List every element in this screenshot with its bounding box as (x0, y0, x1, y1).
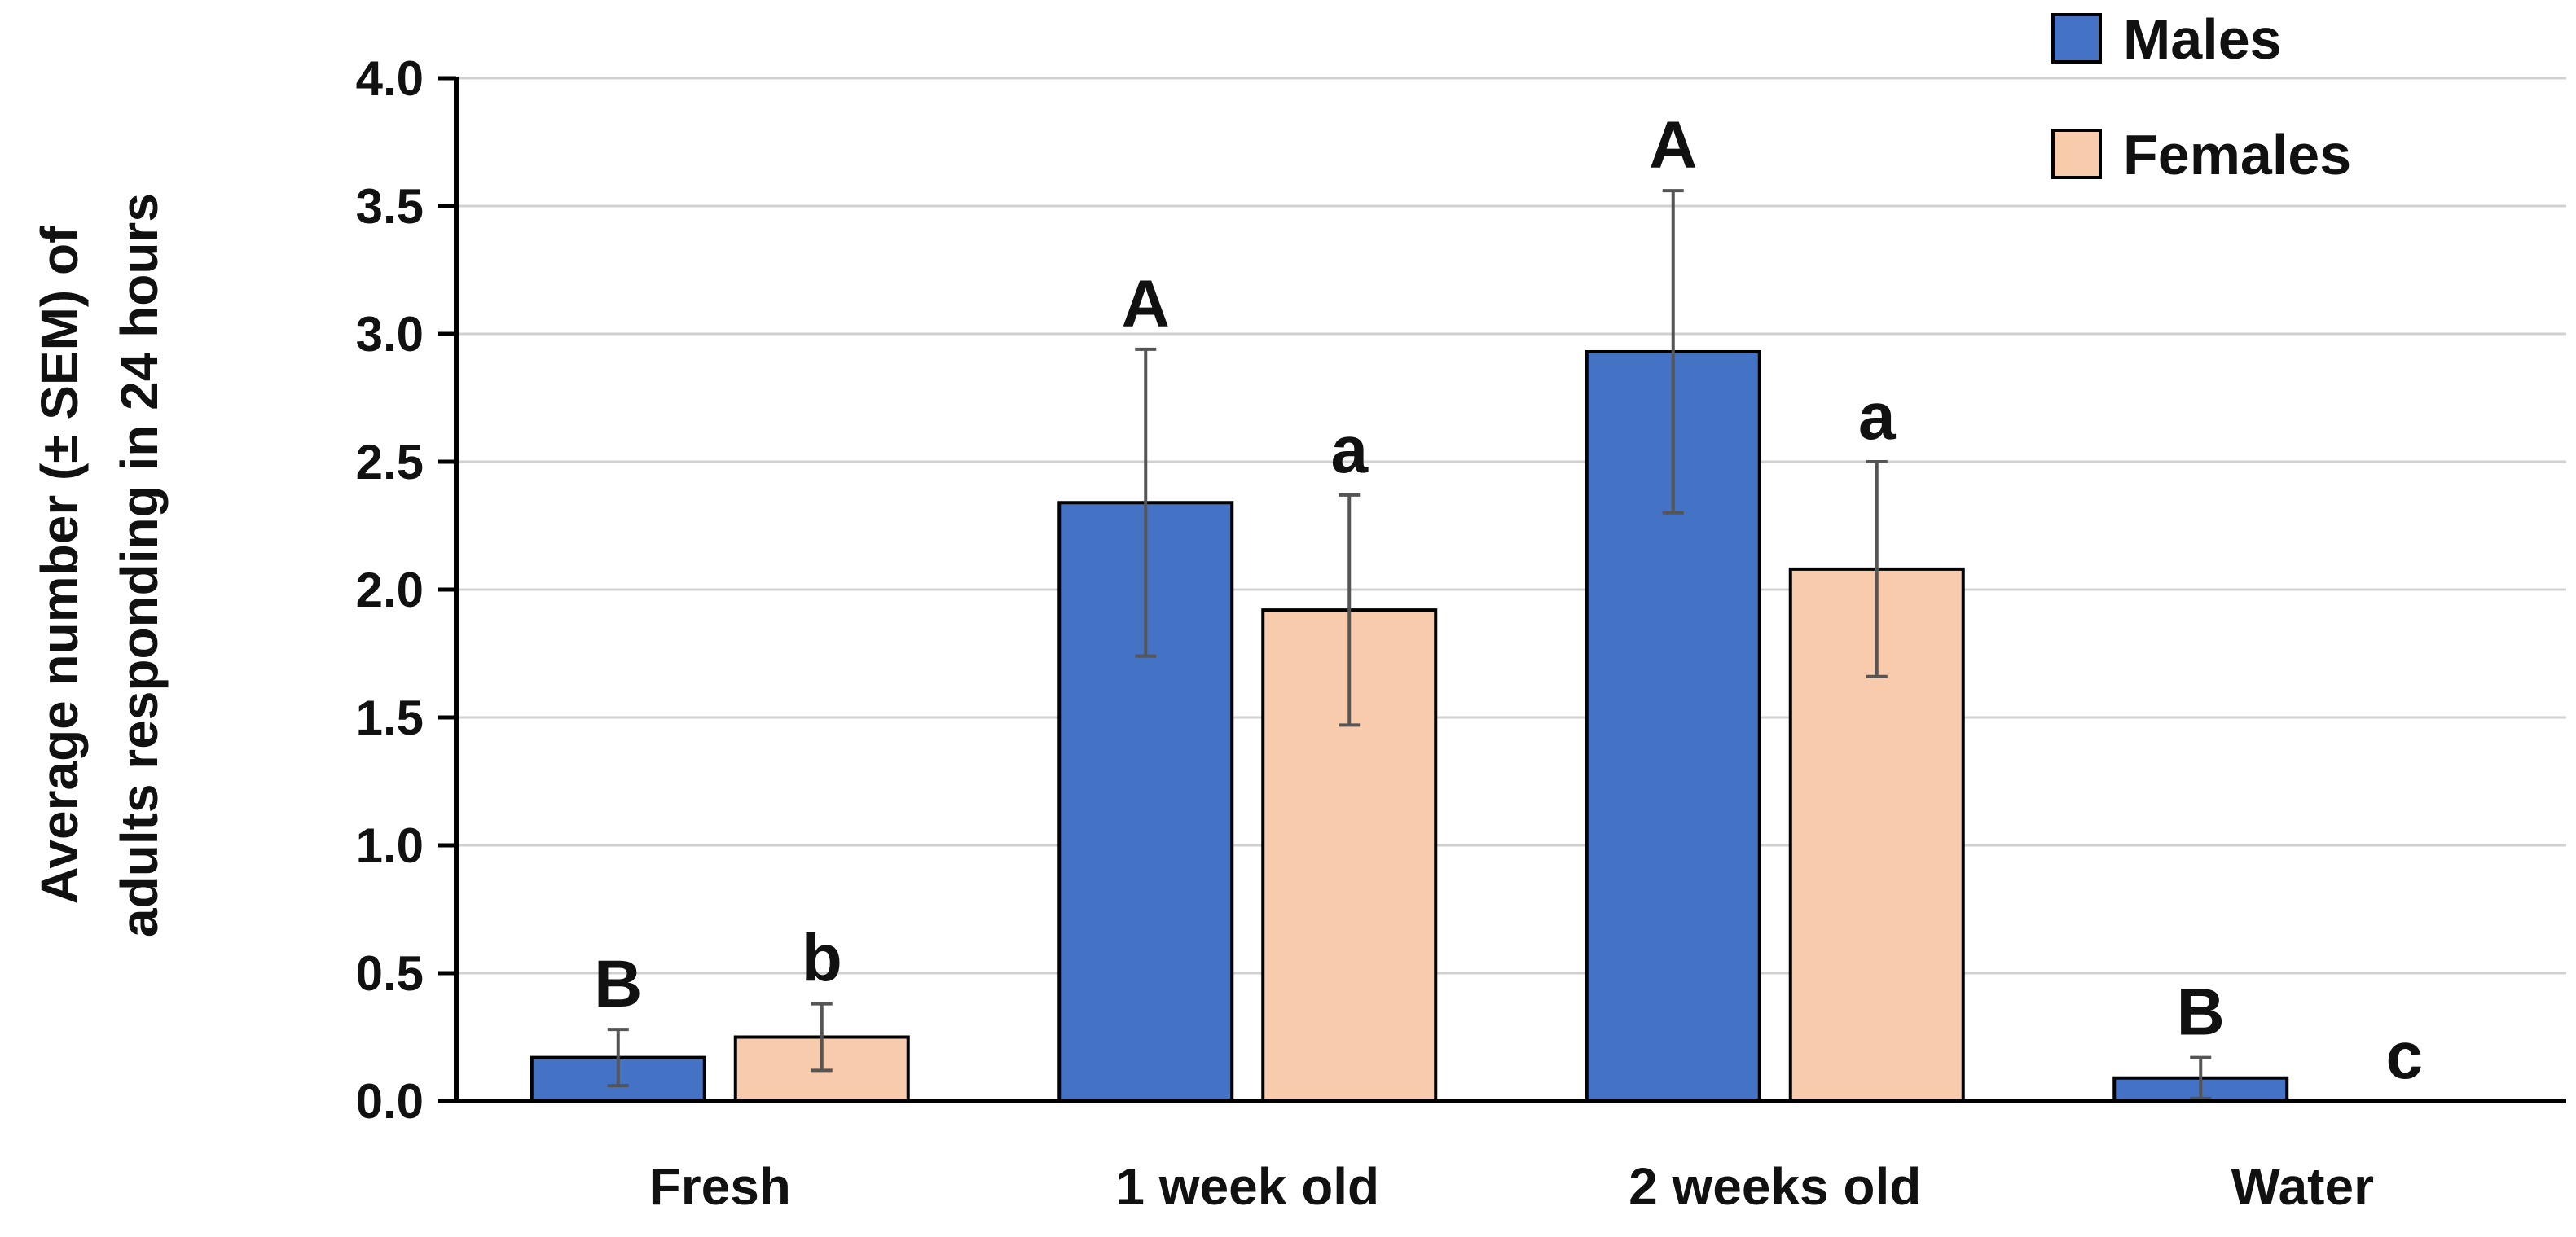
y-tick-label: 3.0 (356, 307, 424, 362)
x-category-label: 1 week old (1115, 1157, 1379, 1216)
y-tick-label: 4.0 (356, 51, 424, 106)
x-category-label: 2 weeks old (1629, 1157, 1921, 1216)
y-tick-label: 2.0 (356, 563, 424, 617)
y-tick-label: 1.5 (356, 691, 424, 745)
x-category-label: Water (2231, 1157, 2374, 1216)
y-tick-label: 0.5 (356, 946, 424, 1001)
legend-swatch-females (2051, 129, 2102, 179)
significance-letter: B (594, 947, 642, 1021)
y-axis-label-line: Average number (± SEM) of (30, 226, 89, 905)
y-tick-label: 2.5 (356, 435, 424, 489)
significance-letter: B (2177, 976, 2225, 1050)
axes: 0.0 0.5 1.0 1.5 2.0 2.5 3.0 3.5 4.0 Fresh 1 week o… (356, 51, 2566, 1216)
y-axis-label-line: adults responding in 24 hours (110, 193, 169, 937)
legend-label-females: Females (2123, 123, 2351, 186)
significance-letter: c (2385, 1019, 2423, 1093)
bar-males-2 (1585, 349, 1761, 1103)
y-tick-label: 3.5 (356, 179, 424, 234)
significance-letter: A (1649, 108, 1697, 182)
legend-swatch-males (2051, 13, 2102, 64)
gridlines (456, 77, 2566, 975)
significance-letter: b (802, 922, 842, 996)
y-tick-label: 1.0 (356, 818, 424, 873)
legend-label-males: Males (2123, 7, 2282, 71)
y-tick-label: 0.0 (356, 1074, 424, 1129)
x-category-label: Fresh (649, 1157, 791, 1216)
y-axis-label: Average number (± SEM) of adults respondi… (30, 193, 169, 937)
significance-letter: a (1858, 379, 1897, 454)
significance-letter: a (1330, 413, 1369, 487)
legend: Males Females (2051, 7, 2351, 186)
significance-letter: A (1122, 267, 1170, 341)
